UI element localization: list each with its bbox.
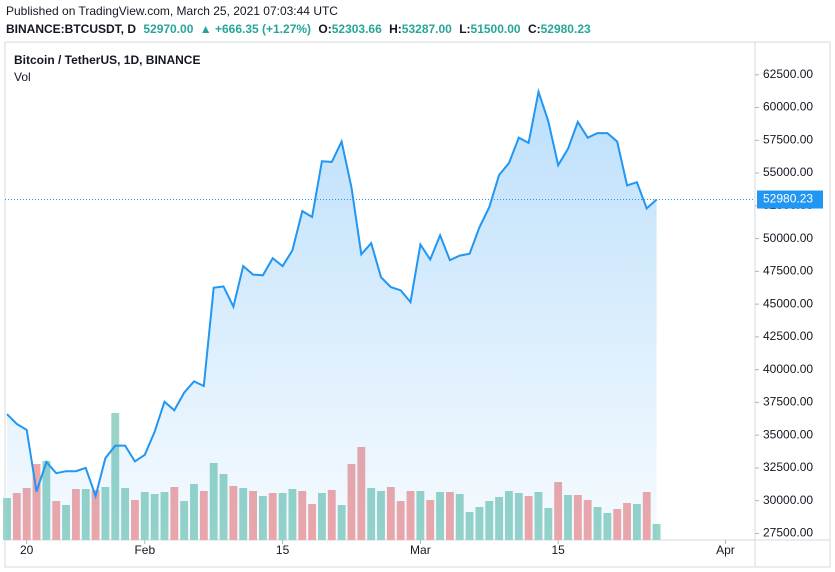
y-tick-label: 45000.00 bbox=[763, 296, 813, 310]
last-price-label: 52980.23 bbox=[763, 192, 813, 206]
y-tick-label: 47500.00 bbox=[763, 264, 813, 278]
x-tick-label: 15 bbox=[551, 543, 565, 557]
price-line bbox=[6, 87, 658, 500]
low: 51500.00 bbox=[471, 22, 521, 36]
x-tick-label: 15 bbox=[276, 543, 290, 557]
y-tick-label: 32500.00 bbox=[763, 460, 813, 474]
low-label: L: bbox=[459, 22, 470, 36]
y-tick-label: 37500.00 bbox=[763, 395, 813, 409]
legend-title: Bitcoin / TetherUS, 1D, BINANCE bbox=[14, 53, 200, 67]
change: ▲ +666.35 (+1.27%) bbox=[200, 22, 311, 36]
close-label: C: bbox=[528, 22, 541, 36]
legend-volume: Vol bbox=[14, 70, 31, 84]
y-tick-label: 50000.00 bbox=[763, 231, 813, 245]
close: 52980.23 bbox=[541, 22, 591, 36]
area-fill bbox=[7, 91, 657, 541]
price: 52970.00 bbox=[143, 22, 193, 36]
x-tick-label: 20 bbox=[20, 543, 34, 557]
y-tick-label: 60000.00 bbox=[763, 100, 813, 114]
x-tick-label: Feb bbox=[134, 543, 155, 557]
quote-line: BINANCE:BTCUSDT, D 52970.00 ▲ +666.35 (+… bbox=[6, 22, 591, 36]
x-tick-label: Apr bbox=[716, 543, 735, 557]
frame bbox=[4, 41, 831, 568]
open-label: O: bbox=[318, 22, 331, 36]
high-label: H: bbox=[389, 22, 402, 36]
y-tick-label: 42500.00 bbox=[763, 329, 813, 343]
y-tick-label: 57500.00 bbox=[763, 132, 813, 146]
y-tick-label: 55000.00 bbox=[763, 165, 813, 179]
open: 52303.66 bbox=[332, 22, 382, 36]
high: 53287.00 bbox=[402, 22, 452, 36]
y-tick-label: 62500.00 bbox=[763, 67, 813, 81]
published: Published on TradingView.com, March 25, … bbox=[6, 4, 338, 18]
y-tick-label: 27500.00 bbox=[763, 526, 813, 540]
y-tick-label: 35000.00 bbox=[763, 427, 813, 441]
y-tick-label: 40000.00 bbox=[763, 362, 813, 376]
last-price-box bbox=[757, 190, 823, 209]
x-tick-label: Mar bbox=[410, 543, 431, 557]
y-tick-label: 30000.00 bbox=[763, 493, 813, 507]
symbol: BINANCE:BTCUSDT, D bbox=[6, 22, 136, 36]
